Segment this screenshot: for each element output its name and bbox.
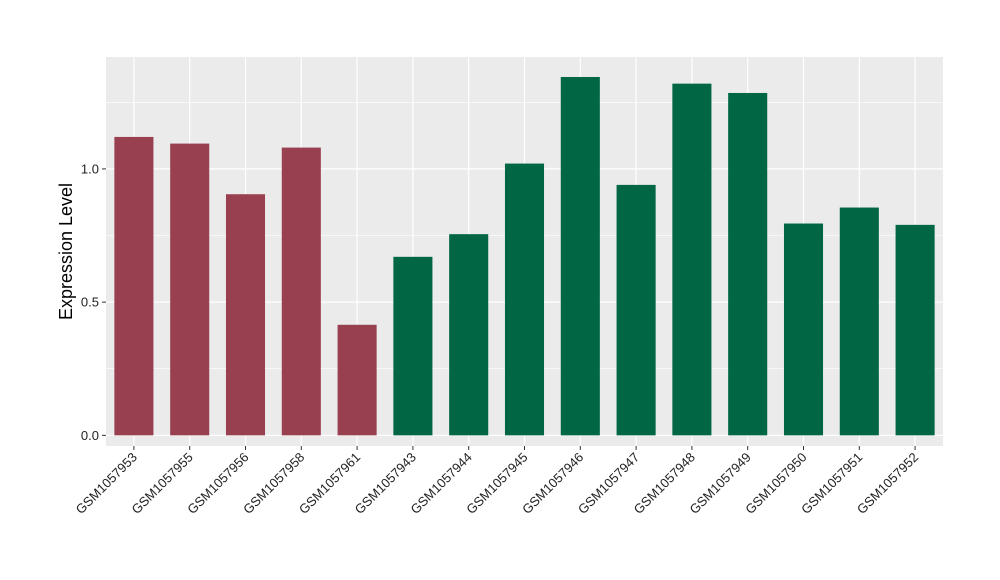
bar-GSM1057953 <box>114 136 154 436</box>
bar-GSM1057944 <box>449 234 489 436</box>
bar-GSM1057955 <box>170 143 210 436</box>
bar-GSM1057948 <box>672 83 712 436</box>
y-tick-label-0: 0.0 <box>81 428 99 443</box>
bar-GSM1057961 <box>337 324 377 436</box>
bar-GSM1057952 <box>895 224 935 436</box>
y-axis-title: Expression Level <box>56 183 76 320</box>
y-axis: 0.0 0.5 1.0 <box>81 161 106 443</box>
bar-GSM1057949 <box>728 92 768 436</box>
bar-GSM1057958 <box>281 147 321 436</box>
bar-GSM1057945 <box>504 163 545 436</box>
bar-GSM1057951 <box>839 207 879 436</box>
y-tick-label-1: 0.5 <box>81 295 99 310</box>
x-axis: GSM1057953GSM1057955GSM1057956GSM1057958… <box>73 446 921 517</box>
bar-GSM1057947 <box>616 184 656 436</box>
y-tick-label-2: 1.0 <box>81 161 99 176</box>
bar-GSM1057943 <box>393 256 433 436</box>
bars <box>114 76 935 436</box>
bar-GSM1057946 <box>560 76 600 436</box>
bar-GSM1057950 <box>783 223 824 436</box>
bar-GSM1057956 <box>225 194 266 436</box>
